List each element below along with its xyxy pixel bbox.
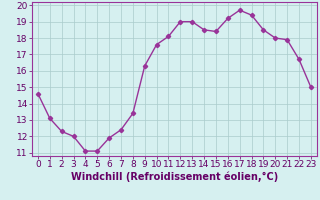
X-axis label: Windchill (Refroidissement éolien,°C): Windchill (Refroidissement éolien,°C) [71, 172, 278, 182]
